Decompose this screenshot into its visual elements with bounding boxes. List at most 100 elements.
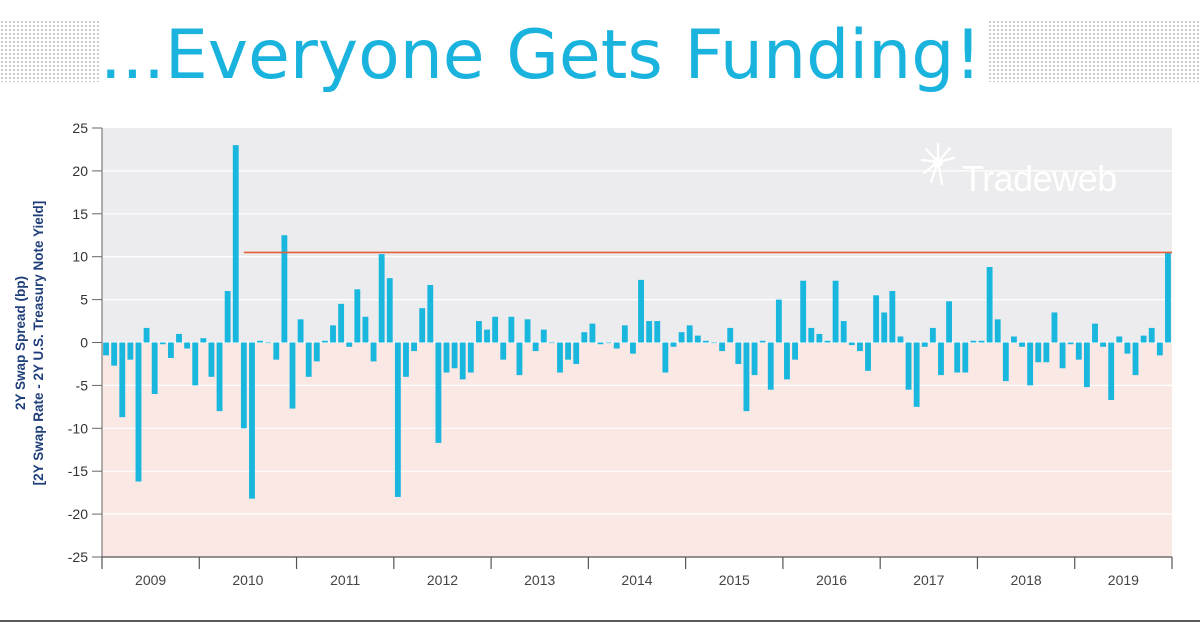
y-tick-label: -5 [76,377,89,393]
bar [240,342,247,429]
bar [419,308,426,343]
bar [816,333,823,343]
negative-band [102,342,1172,557]
bar [1156,342,1163,356]
bar [208,342,215,377]
bar [1108,342,1115,400]
bar [970,340,977,343]
bar [1059,342,1066,369]
bar [224,291,231,343]
bar [735,342,742,364]
bar [548,342,555,344]
y-tick-label: -25 [68,549,88,565]
x-tick-label: 2017 [913,572,944,588]
bar [265,342,272,344]
bar [670,342,677,347]
bar [743,342,750,412]
bar [338,303,345,343]
bar [1140,335,1147,343]
bar [865,342,871,371]
bar [1067,342,1074,345]
bar [621,325,628,343]
bar [411,342,418,352]
bar [929,327,936,343]
bar [913,342,920,407]
bar [767,342,774,390]
bar [232,145,239,343]
bar [784,342,790,380]
bar [638,279,644,343]
bar [986,266,993,343]
y-tick-label: 20 [72,163,88,179]
bar [946,301,953,343]
bar [249,342,255,499]
bar [484,329,490,343]
bar [694,335,701,343]
bar [1083,342,1090,388]
bar [281,235,288,343]
bar [305,342,312,377]
bar [289,342,296,409]
bar [492,316,499,343]
bar [216,342,223,412]
bar [1124,342,1131,354]
bar [257,340,263,343]
bar [330,325,336,343]
y-tick-label: 15 [72,206,88,222]
bar [403,342,409,377]
bar [605,342,612,344]
x-tick-label: 2019 [1108,572,1139,588]
y-tick-label: 10 [72,249,88,265]
bar [654,321,661,343]
bar [565,342,572,360]
bar [962,342,969,373]
x-tick-label: 2009 [135,572,166,588]
bar [589,323,596,343]
bar [775,299,782,343]
bar [711,342,717,344]
bar [184,342,191,349]
bar [597,342,604,345]
bar [540,329,547,343]
bar [451,342,458,369]
bar [921,342,928,347]
bar [800,280,807,343]
y-tick-label: -10 [68,420,88,436]
bar [370,342,377,362]
bar [354,289,361,343]
bar [111,342,118,366]
bar [702,340,709,343]
bar [1132,342,1139,376]
bar [848,342,855,346]
page-title: ...Everyone Gets Funding! [100,8,988,104]
bar [646,321,653,343]
bar [1092,323,1098,343]
bar [1100,342,1107,347]
bar [192,342,199,386]
y-tick-label: 25 [72,120,88,136]
bar [273,342,280,360]
bar [808,327,815,343]
bar [127,342,134,360]
bar [889,291,896,343]
bar [143,327,150,343]
bar [500,342,507,360]
bar [378,254,385,343]
x-tick-label: 2018 [1011,572,1042,588]
bar [678,332,685,343]
tradeweb-logo-text: Tradeweb [962,158,1117,199]
x-tick-label: 2012 [427,572,458,588]
bar [856,342,863,352]
bar [686,325,693,343]
x-tick-label: 2016 [816,572,847,588]
bar [508,316,515,343]
bar [759,340,766,343]
bar [832,280,839,343]
bar [824,340,831,343]
bar [321,340,328,343]
x-tick-label: 2010 [232,572,263,588]
bar [524,319,531,343]
bar [467,342,474,373]
bar [532,342,539,352]
